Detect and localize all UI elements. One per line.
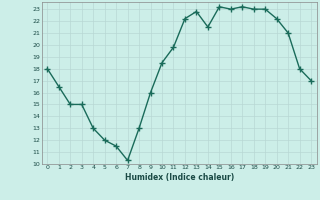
X-axis label: Humidex (Indice chaleur): Humidex (Indice chaleur): [124, 173, 234, 182]
